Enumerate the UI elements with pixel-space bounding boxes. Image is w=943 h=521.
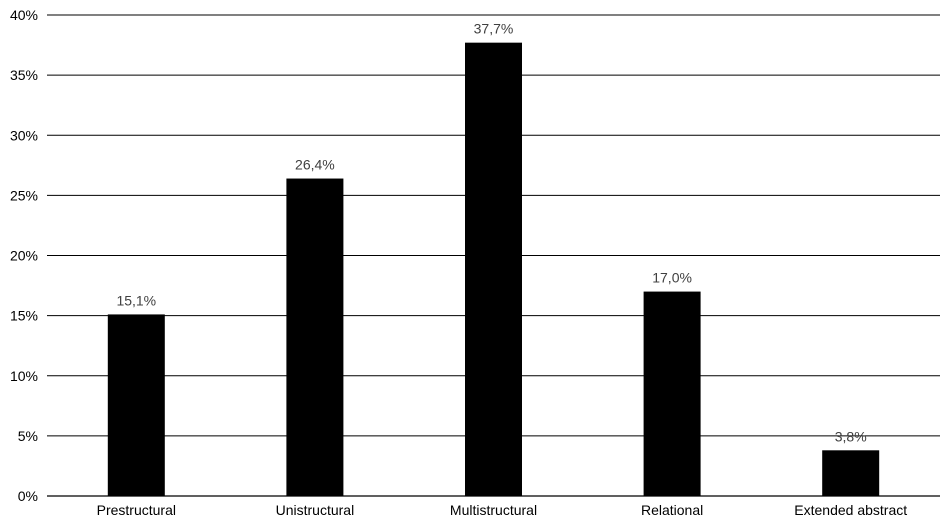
y-tick-label: 35%	[10, 67, 38, 83]
bar	[822, 450, 880, 496]
data-label: 3,8%	[835, 428, 867, 444]
x-category-label: Extended abstract	[794, 502, 907, 518]
y-axis-tick-labels: 0% 5% 10% 15% 20% 25% 30% 35% 40%	[10, 7, 38, 504]
bar	[286, 178, 344, 497]
bar	[107, 314, 165, 496]
y-tick-label: 10%	[10, 368, 38, 384]
y-tick-label: 20%	[10, 248, 38, 264]
data-label: 26,4%	[295, 157, 335, 173]
y-tick-label: 15%	[10, 308, 38, 324]
x-axis-category-labels: Prestructural Unistructural Multistructura…	[97, 502, 908, 518]
data-label: 37,7%	[474, 21, 514, 37]
bar	[643, 291, 701, 496]
x-category-label: Relational	[641, 502, 703, 518]
data-label: 17,0%	[652, 270, 692, 286]
data-labels: 15,1% 26,4% 37,7% 17,0% 3,8%	[116, 21, 866, 445]
bars	[107, 42, 880, 497]
x-category-label: Unistructural	[276, 502, 355, 518]
y-tick-label: 30%	[10, 127, 38, 143]
y-tick-label: 25%	[10, 187, 38, 203]
y-tick-label: 0%	[18, 488, 38, 504]
y-tick-label: 5%	[18, 428, 38, 444]
x-category-label: Multistructural	[450, 502, 537, 518]
data-label: 15,1%	[116, 292, 156, 308]
bar	[465, 42, 522, 496]
x-category-label: Prestructural	[97, 502, 176, 518]
y-tick-label: 40%	[10, 7, 38, 23]
